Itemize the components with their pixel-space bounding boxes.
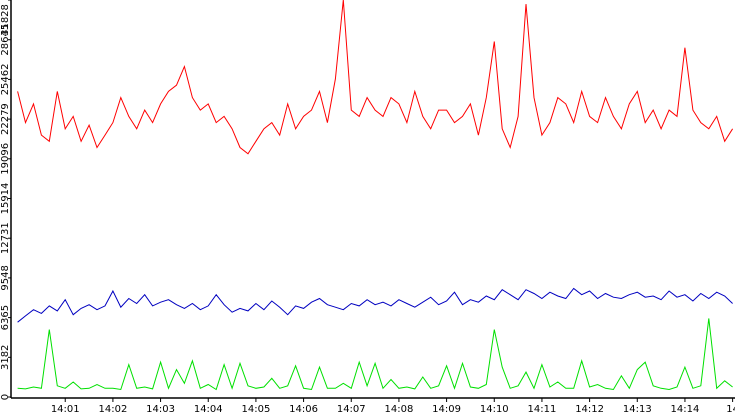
x-tick-label: 14:10: [480, 404, 509, 415]
x-tick-label: 14:09: [432, 404, 461, 415]
x-tick-label: 14:03: [146, 404, 175, 415]
x-tick-label: 14:14: [671, 404, 700, 415]
y-tick-label: 19096: [0, 143, 11, 175]
series-line: [17, 0, 734, 155]
x-tick-label: 14:13: [623, 404, 652, 415]
series-line: [17, 287, 733, 323]
x-tick-label: 14:08: [385, 404, 414, 415]
x-tick-label: 14:04: [194, 404, 223, 415]
y-tick-label: 25462: [0, 63, 11, 95]
y-tick-label: 31828: [0, 4, 11, 36]
y-tick-label: 0: [0, 394, 11, 400]
y-tick-label: 12731: [0, 222, 11, 254]
y-tick-label: 9548: [0, 265, 11, 290]
series-line: [17, 318, 733, 391]
y-tick-label: 3182: [0, 345, 11, 370]
y-tick-label: 15914: [0, 183, 11, 215]
y-tick-label: 6365: [0, 305, 11, 330]
x-tick-label: 14:11: [528, 404, 557, 415]
y-tick-label: 22279: [0, 103, 11, 135]
x-tick-label: 14:05: [241, 404, 270, 415]
x-tick-label: 14: [726, 404, 735, 415]
y-tick-label: 28645: [0, 24, 11, 56]
x-tick-label: 14:06: [289, 404, 318, 415]
x-tick-label: 14:01: [51, 404, 80, 415]
x-tick-label: 14:07: [337, 404, 366, 415]
x-tick-label: 14:02: [98, 404, 127, 415]
x-tick-label: 14:12: [575, 404, 604, 415]
